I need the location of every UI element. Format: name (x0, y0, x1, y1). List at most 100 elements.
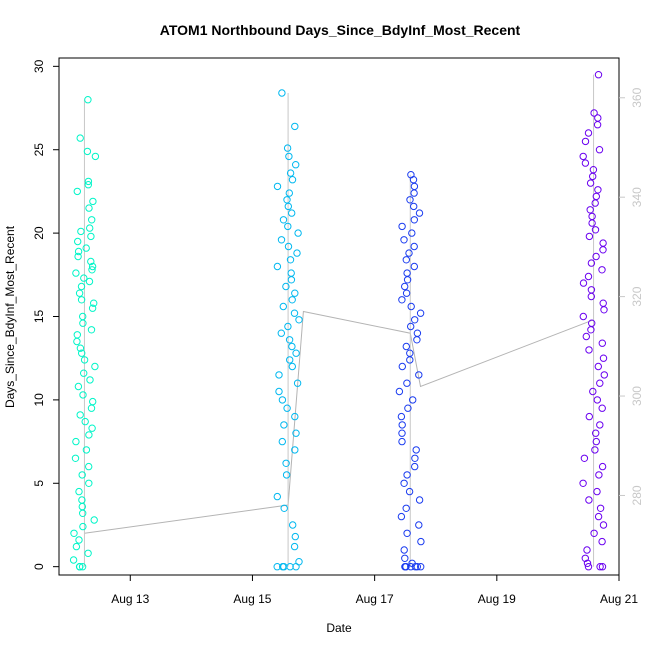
data-point (288, 209, 296, 217)
series-2 (273, 89, 303, 571)
data-point (295, 316, 303, 324)
data-point (73, 187, 82, 196)
data-point (599, 239, 607, 247)
data-point (284, 202, 292, 211)
data-point (405, 249, 413, 257)
data-point (73, 337, 81, 346)
y-tick-label-right: 340 (630, 187, 644, 207)
data-point (596, 379, 604, 387)
series-1 (69, 96, 100, 571)
data-point (278, 437, 286, 446)
data-point (72, 542, 81, 551)
data-point (598, 537, 606, 546)
data-point (73, 331, 82, 339)
data-point (280, 421, 288, 429)
data-point (397, 412, 406, 421)
data-point (598, 462, 607, 471)
data-point (417, 563, 425, 571)
data-point (587, 326, 595, 334)
data-point (401, 563, 410, 571)
data-point (410, 242, 418, 251)
data-point (291, 289, 299, 297)
data-point (402, 289, 411, 297)
data-point (585, 412, 593, 421)
data-point (77, 227, 85, 236)
data-point (586, 179, 595, 187)
data-point (589, 387, 597, 396)
data-point (581, 554, 589, 562)
data-point (75, 289, 84, 297)
y-tick-label-left: 10 (32, 393, 46, 407)
data-point (415, 496, 424, 504)
data-point (82, 244, 90, 252)
data-point (598, 266, 606, 274)
data-point (410, 216, 418, 224)
data-point (403, 379, 411, 387)
data-point (288, 296, 296, 304)
data-point (596, 504, 605, 512)
data-point (75, 487, 83, 496)
data-point (598, 339, 606, 347)
data-point (583, 559, 592, 567)
data-point (79, 509, 87, 517)
data-point (72, 269, 80, 277)
data-point (279, 563, 287, 571)
data-point (580, 454, 589, 462)
y-tick-label-right: 300 (630, 386, 644, 406)
data-point (291, 412, 299, 421)
data-point (74, 237, 82, 246)
data-point (283, 144, 292, 152)
data-point (598, 563, 607, 571)
data-point (584, 129, 593, 137)
data-point (589, 172, 597, 181)
data-point (587, 292, 595, 301)
data-point (596, 563, 604, 571)
data-point (88, 304, 97, 312)
data-point (398, 429, 406, 437)
data-point (288, 176, 297, 184)
data-point (78, 471, 86, 479)
data-point (600, 371, 608, 379)
data-point (80, 356, 89, 364)
data-point (407, 322, 415, 331)
data-point (285, 189, 293, 197)
data-point (290, 309, 299, 317)
y-tick-label-right: 280 (630, 485, 644, 505)
data-point (402, 256, 410, 264)
data-point (411, 563, 420, 571)
data-point (85, 277, 94, 286)
data-point (287, 269, 295, 277)
data-point (584, 272, 593, 281)
x-tick-label: Aug 15 (233, 592, 271, 606)
y-axis-label: Days_Since_BdyInf_Most_Recent (3, 225, 17, 408)
data-point (278, 89, 286, 97)
data-point (284, 242, 293, 251)
data-point (81, 417, 89, 426)
y-tick-label-left: 20 (32, 226, 46, 240)
data-point (595, 471, 603, 479)
data-point (78, 563, 87, 571)
plot-frame (58, 57, 620, 576)
x-tick-label: Aug 19 (478, 592, 516, 606)
data-point (84, 177, 93, 186)
x-tick-label: Aug 13 (111, 592, 149, 606)
data-point (83, 147, 92, 156)
y-axis-right: 280 300 320 340 360 (619, 87, 644, 505)
data-point (406, 356, 414, 364)
data-point (593, 487, 601, 496)
data-point (591, 199, 599, 207)
data-point (416, 309, 425, 317)
data-point (77, 296, 86, 304)
data-point (398, 421, 406, 429)
data-point (279, 302, 287, 311)
data-point (406, 196, 414, 204)
y-tick-label-left: 5 (32, 480, 46, 487)
data-point (598, 404, 606, 412)
series-4 (579, 71, 608, 571)
data-point (80, 369, 88, 377)
data-point (397, 512, 406, 521)
data-point (84, 549, 92, 557)
data-point (395, 387, 404, 396)
data-point (407, 302, 415, 311)
data-point (90, 516, 98, 524)
